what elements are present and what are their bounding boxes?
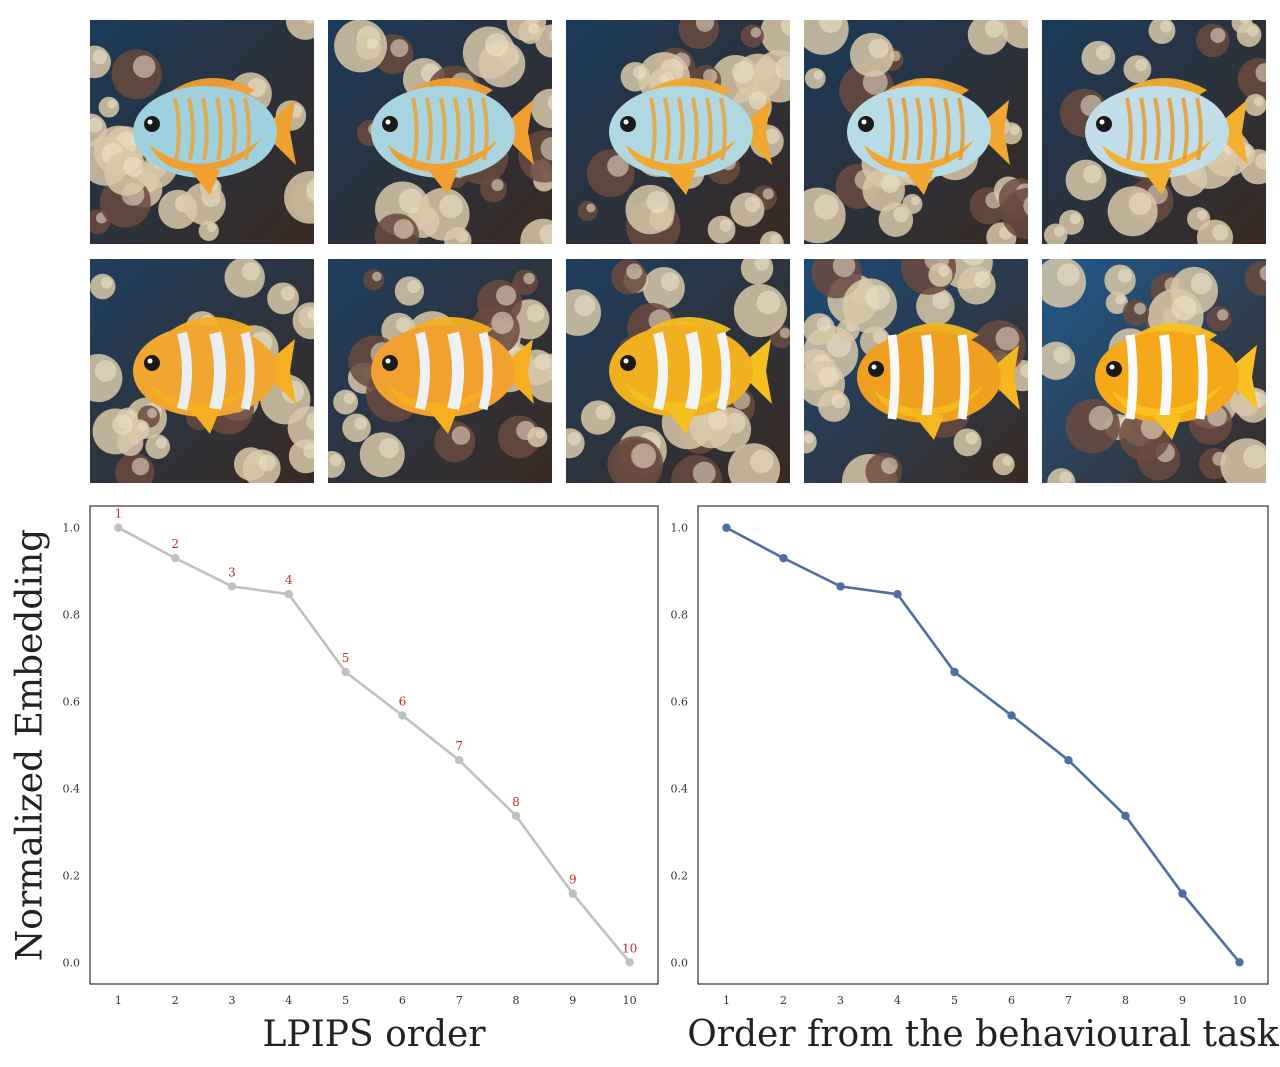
y-tick-label-left: 0.2 bbox=[63, 869, 81, 882]
fish-thumbnail-5 bbox=[1042, 20, 1266, 244]
data-point-left bbox=[171, 553, 180, 563]
point-annotation: 3 bbox=[228, 565, 236, 579]
series-line-right bbox=[725, 526, 1241, 964]
plot-frame-left bbox=[89, 505, 659, 985]
data-point-right bbox=[1235, 958, 1244, 967]
x-tick-label-right: 1 bbox=[723, 994, 730, 1007]
x-tick-label-right: 3 bbox=[837, 994, 844, 1007]
point-annotation: 7 bbox=[455, 739, 463, 753]
point-annotation: 6 bbox=[399, 694, 407, 708]
data-point-left bbox=[114, 523, 123, 532]
data-point-right bbox=[779, 553, 788, 563]
x-tick-label-right: 10 bbox=[1233, 994, 1247, 1007]
fish-image-grid bbox=[0, 0, 1280, 490]
data-point-left bbox=[511, 811, 521, 821]
y-tick-label-left: 0.8 bbox=[63, 609, 81, 622]
x-tick-label-right: 6 bbox=[1008, 994, 1015, 1007]
point-annotation: 1 bbox=[115, 507, 123, 521]
chart-panel-left: 1 2 3 4 5 6 7 8 9 10 0.0 0.2 0.4 0.6 0.8 1.0 1 2 3 4 5 6 7 8 9 10 bbox=[63, 505, 659, 1007]
x-tick-label-right: 5 bbox=[951, 994, 958, 1007]
data-point-left bbox=[625, 958, 634, 967]
plot-frame-right bbox=[697, 505, 1269, 985]
x-tick-label-left: 1 bbox=[115, 994, 122, 1007]
data-point-left bbox=[398, 711, 407, 720]
data-point-right bbox=[1064, 756, 1073, 765]
data-point-left bbox=[284, 590, 293, 599]
fish-thumbnail-4 bbox=[804, 20, 1028, 244]
x-tick-label-left: 2 bbox=[172, 994, 179, 1007]
fish-thumbnail-1 bbox=[90, 20, 314, 244]
point-annotation: 10 bbox=[622, 941, 637, 955]
x-tick-label-left: 6 bbox=[399, 994, 406, 1007]
x-tick-label-right: 9 bbox=[1179, 994, 1186, 1007]
fish-thumbnail-3 bbox=[566, 20, 790, 244]
data-point-right bbox=[950, 667, 959, 677]
y-tick-label-right: 0.2 bbox=[671, 869, 689, 882]
y-tick-label-right: 0.8 bbox=[671, 609, 689, 622]
y-tick-label-right: 0.4 bbox=[671, 782, 689, 795]
data-point-right bbox=[836, 582, 845, 591]
y-tick-label-left: 0.0 bbox=[63, 956, 81, 969]
chart-panel-right: 1 2 3 4 5 6 7 8 9 10 0.0 0.2 0.4 0.6 0.8 1.0 bbox=[671, 505, 1269, 1007]
x-tick-label-right: 7 bbox=[1065, 994, 1072, 1007]
charts: 1 2 3 4 5 6 7 8 9 100.00.20.40.60.81.012345678910… bbox=[63, 505, 1269, 1007]
point-annotation: 8 bbox=[512, 795, 520, 809]
x-tick-label-left: 5 bbox=[342, 994, 349, 1007]
fish-thumbnail-10 bbox=[1042, 259, 1266, 483]
series-line-left bbox=[117, 526, 631, 964]
point-annotation: 2 bbox=[171, 537, 179, 551]
x-tick-label-left: 9 bbox=[569, 994, 576, 1007]
y-tick-label-right: 1.0 bbox=[671, 522, 689, 535]
data-point-left bbox=[341, 667, 350, 677]
x-tick-label-right: 2 bbox=[780, 994, 787, 1007]
data-point-left bbox=[568, 889, 577, 898]
point-annotation: 9 bbox=[569, 873, 577, 887]
x-tick-label-right: 4 bbox=[894, 994, 901, 1007]
x-tick-label-left: 4 bbox=[285, 994, 292, 1007]
data-point-right bbox=[722, 523, 731, 532]
x-axis-label-right: Order from the behavioural task bbox=[687, 1014, 1279, 1055]
data-point-right bbox=[893, 590, 902, 599]
fish-thumbnail-9 bbox=[804, 259, 1028, 483]
point-annotation: 5 bbox=[342, 651, 350, 665]
data-point-left bbox=[227, 582, 237, 591]
fish-thumbnail-2 bbox=[328, 20, 552, 244]
fish-thumbnail-6 bbox=[90, 259, 314, 483]
y-tick-label-left: 0.4 bbox=[63, 782, 81, 795]
data-point-right bbox=[1007, 711, 1016, 720]
y-tick-label-right: 0.0 bbox=[671, 956, 689, 969]
point-annotation: 4 bbox=[285, 573, 293, 587]
x-axis-label-left: LPIPS order bbox=[262, 1014, 486, 1055]
x-tick-label-left: 10 bbox=[623, 994, 637, 1007]
fish-thumbnail-7 bbox=[328, 259, 552, 483]
y-axis-label: Normalized Embedding bbox=[9, 528, 51, 962]
data-point-right bbox=[1178, 889, 1187, 898]
fish-thumbnail-8 bbox=[566, 259, 790, 483]
x-tick-label-right: 8 bbox=[1122, 994, 1129, 1007]
x-tick-label-left: 8 bbox=[513, 994, 520, 1007]
y-tick-label-right: 0.6 bbox=[671, 696, 689, 709]
y-tick-label-left: 1.0 bbox=[63, 522, 81, 535]
x-tick-label-left: 3 bbox=[229, 994, 236, 1007]
data-point-left bbox=[455, 756, 464, 765]
data-point-right bbox=[1121, 811, 1130, 821]
x-tick-label-left: 7 bbox=[456, 994, 463, 1007]
y-tick-label-left: 0.6 bbox=[63, 696, 81, 709]
